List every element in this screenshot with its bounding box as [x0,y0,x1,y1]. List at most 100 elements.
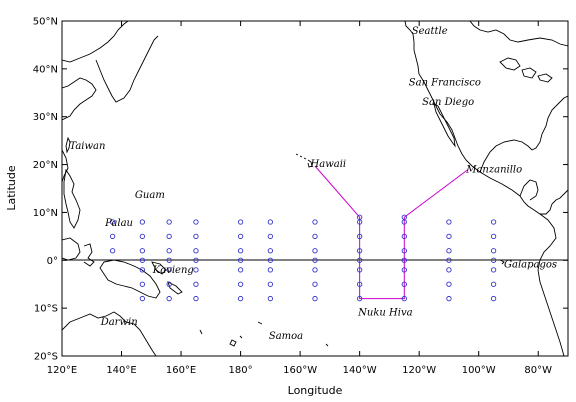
station-marker [446,281,452,287]
station-marker [267,233,274,240]
station-marker [312,248,318,254]
x-axis-ticks: 120°E 140°E 160°E 180° 160°W 140°W 120°W 100°W 8… [47,21,552,376]
coastlines [62,21,568,356]
south-pacific-islands-coast [199,321,329,347]
mooring-stations [109,214,497,302]
station-marker [139,248,146,254]
station-marker [139,267,146,273]
station-marker [237,295,244,302]
station-marker [237,219,244,225]
station-marker [139,219,146,225]
station-marker [193,267,199,273]
gulf-coast [479,95,568,173]
station-marker [267,219,274,225]
station-marker [356,295,363,302]
sulawesi-coast [83,243,95,267]
indochina-coast [62,149,69,183]
station-marker [356,248,363,254]
station-marker [446,257,452,263]
y-tick-label: 50°N [33,17,58,28]
y-axis-title: Latitude [5,165,18,211]
station-marker [166,233,172,240]
x-axis-title: Longitude [288,384,343,397]
asia-mainland-coast [62,21,129,121]
place-label: Seattle [412,26,448,37]
station-marker [267,295,274,302]
station-marker [237,233,244,240]
yucatan-coast [519,179,539,201]
great-lakes-coast [499,57,553,83]
station-marker [490,248,497,254]
new-guinea-coast [99,259,161,299]
station-marker [139,257,146,263]
station-marker [312,219,318,225]
station-marker [166,248,172,254]
station-marker [139,295,146,302]
station-marker [237,248,244,254]
station-marker [401,267,407,273]
philippines-coast [63,168,81,229]
y-tick-label: 10°N [33,208,58,219]
station-marker [401,295,407,302]
station-marker [446,233,452,240]
station-marker [139,281,146,287]
place-label: San Francisco [409,78,481,89]
station-marker [312,281,318,287]
station-marker [237,267,244,273]
place-label: Taiwan [69,141,105,152]
station-marker [312,295,318,302]
y-tick-label: 20°S [34,352,58,363]
station-marker [490,257,497,263]
place-label: Kavieng [152,265,194,276]
station-marker [109,248,116,254]
north-america-coast [404,21,568,215]
station-marker [193,219,199,225]
x-tick-label: 80°W [524,365,552,376]
station-marker [446,219,452,225]
hawaii-islands-coast [295,153,313,168]
place-label: Hawaii [310,159,347,170]
station-marker [401,233,407,240]
station-marker [193,281,199,287]
australia-coast [62,311,157,356]
station-marker [312,233,318,240]
station-marker [312,267,318,273]
station-marker [490,281,497,287]
bismarck-islands-coast [151,261,183,295]
station-marker [166,219,172,225]
place-label: Darwin [100,317,138,328]
station-marker [490,219,497,225]
x-tick-label: 120°E [47,365,77,376]
y-tick-label: 10°S [34,304,58,315]
station-marker [401,219,407,225]
baja-california-coast [433,103,456,148]
place-label: Palau [104,218,133,229]
station-marker [193,248,199,254]
taiwan-coast [65,136,71,154]
station-marker [446,267,452,273]
station-marker [356,257,363,263]
station-marker [193,257,199,263]
station-marker [166,257,172,263]
plot-area [62,21,568,356]
station-marker [193,295,199,302]
place-label: Guam [135,190,165,201]
place-label: Nuku Hiva [357,307,412,318]
x-tick-label: 180° [229,365,253,376]
canada-coast [469,21,568,47]
station-marker [401,281,407,287]
x-tick-label: 140°W [343,365,377,376]
plot-frame [61,20,569,357]
south-america-coast [537,213,565,356]
station-marker [401,248,407,254]
station-marker [109,219,116,225]
station-marker [312,257,318,263]
station-marker [490,267,497,273]
y-tick-label: 30°N [33,112,58,123]
station-marker [446,295,452,302]
station-marker [446,248,452,254]
station-marker [166,267,172,273]
station-marker [109,233,116,240]
station-marker [237,257,244,263]
